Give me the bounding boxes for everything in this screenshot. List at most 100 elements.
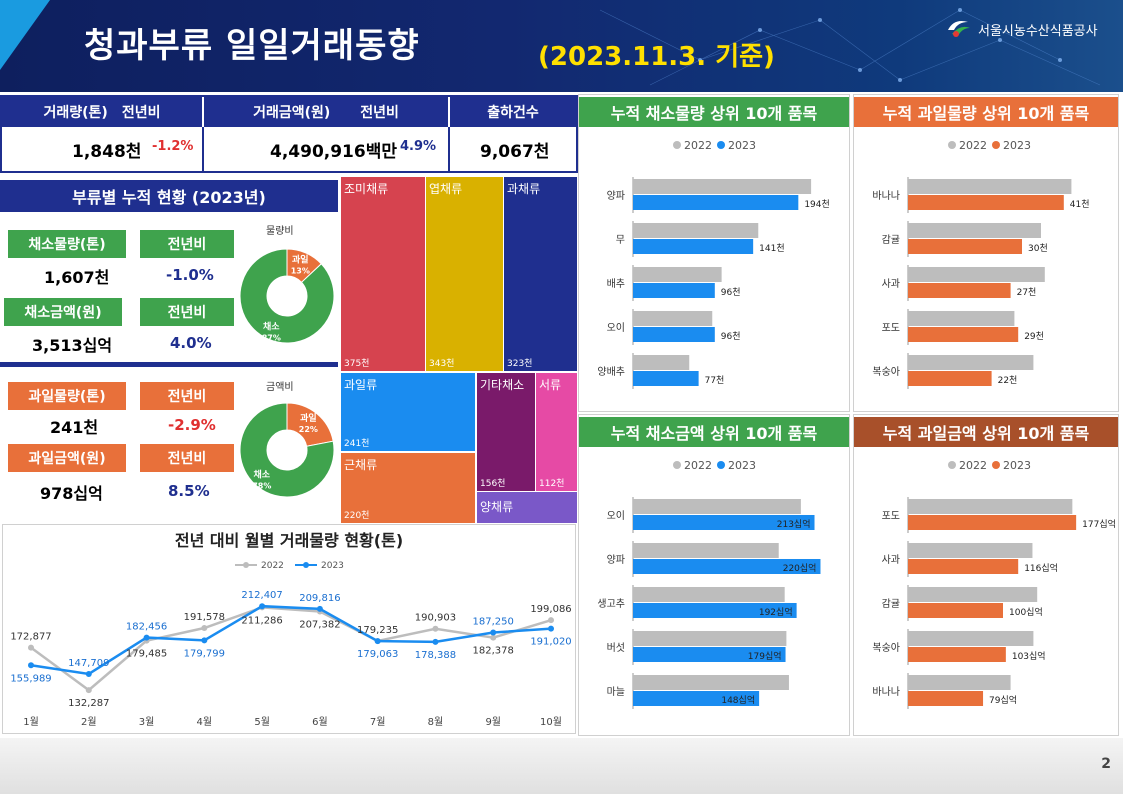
line-label-2023-2: 147,709 bbox=[68, 658, 109, 669]
veg-amount-value-label-3: 192십억 bbox=[759, 606, 793, 618]
line-label-2022-5: 211,286 bbox=[241, 615, 282, 626]
treemap-cell-3: 과채류 323천 bbox=[504, 177, 577, 371]
treemap-value-4: 241천 bbox=[344, 439, 370, 449]
volume-yoy-label: 전년비 bbox=[121, 105, 161, 121]
veg-amount-value-label-4: 179십억 bbox=[748, 650, 782, 662]
fruit-amount-value-label-2: 116십억 bbox=[1024, 562, 1058, 574]
veg-volume-legend-marker-2023 bbox=[717, 141, 725, 149]
amount-yoy: 4.9% bbox=[400, 139, 437, 154]
line-point-2023-5 bbox=[259, 603, 266, 610]
line-point-2023-10 bbox=[548, 625, 554, 632]
fruit-volume-legend-label-2023: 2023 bbox=[1003, 139, 1031, 152]
veg-amount-value: 3,513십억 bbox=[32, 336, 113, 355]
line-point-2023-9 bbox=[490, 629, 497, 636]
fruit-volume-bar-2022-2 bbox=[908, 223, 1041, 238]
category-divider bbox=[0, 362, 338, 367]
veg-volume-yoy-label: 전년비 bbox=[140, 230, 234, 258]
fruit-volume-value-label-5: 22천 bbox=[998, 375, 1018, 386]
amount-label: 거래금액(원) bbox=[253, 105, 331, 121]
fruit-amount-category-5: 바나나 bbox=[872, 686, 900, 698]
line-label-2022-9: 182,378 bbox=[473, 646, 514, 657]
veg-volume-value-label-3: 96천 bbox=[721, 287, 741, 298]
line-point-2023-4 bbox=[201, 637, 208, 644]
veg-volume-bar-2023-3 bbox=[633, 283, 715, 298]
treemap-label-2: 엽채류 bbox=[429, 182, 463, 196]
fruit-amount-bar-2022-2 bbox=[908, 543, 1033, 558]
org-name: 서울시농수산식품공사 bbox=[978, 24, 1098, 39]
fruit-volume-yoy-label: 전년비 bbox=[140, 382, 234, 410]
line-legend-label-2022: 2022 bbox=[261, 561, 284, 571]
fruit-volume-bar-2023-1 bbox=[908, 195, 1064, 210]
treemap-cell-5: 근채류 220천 bbox=[341, 453, 475, 523]
donut-amount-slice-label-1: 22% bbox=[299, 425, 318, 434]
veg-amount-category-1: 오이 bbox=[607, 510, 625, 522]
fruit-amount-label: 과일금액(원) bbox=[8, 444, 126, 472]
line-label-2022-1: 172,877 bbox=[10, 632, 51, 643]
fruit-volume-value-label-4: 29천 bbox=[1024, 331, 1044, 342]
fruit-volume-bar-2023-5 bbox=[908, 371, 992, 386]
treemap-value-7: 112천 bbox=[539, 479, 565, 489]
treemap-cell-1: 조미채류 375천 bbox=[341, 177, 425, 371]
veg-amount-category-4: 버섯 bbox=[607, 642, 625, 654]
fruit-amount-value: 978십억 bbox=[40, 484, 103, 503]
veg-amount-bar-2023-4 bbox=[633, 647, 786, 662]
count-header: 출하건수 bbox=[450, 97, 576, 127]
line-point-2022-10 bbox=[548, 617, 554, 624]
veg-volume-yoy: -1.0% bbox=[166, 266, 214, 284]
line-label-2022-2: 132,287 bbox=[68, 698, 109, 709]
fruit-volume-bar-2023-2 bbox=[908, 239, 1022, 254]
org-logo-icon bbox=[948, 21, 970, 37]
treemap-cell-7: 서류 112천 bbox=[536, 373, 577, 491]
veg-volume-bar-2023-5 bbox=[633, 371, 699, 386]
fruit-volume-bar-2022-5 bbox=[908, 355, 1034, 370]
donut-amount-slice-name-1: 과일 bbox=[300, 412, 317, 424]
line-x-tick-6: 6월 bbox=[312, 716, 328, 728]
veg-volume-title: 누적 채소물량 상위 10개 품목 bbox=[579, 97, 849, 127]
veg-volume-value-label-1: 194천 bbox=[804, 199, 829, 210]
fruit-amount-bar-2023-5 bbox=[908, 691, 984, 706]
fruit-volume-bar-2023-3 bbox=[908, 283, 1011, 298]
line-chart-title: 전년 대비 월별 거래물량 현황(톤) bbox=[174, 531, 404, 550]
veg-amount-bar-2022-1 bbox=[633, 499, 801, 514]
veg-amount-bar-2022-5 bbox=[633, 675, 789, 690]
category-panel: 부류별 누적 현황 (2023년) 채소물량(톤) 전년비 1,607천 -1.… bbox=[0, 178, 340, 522]
line-label-2022-6: 207,382 bbox=[299, 619, 340, 630]
monthly-line-panel: 전년 대비 월별 거래물량 현황(톤) 2022 2023 172,877 132,2… bbox=[2, 524, 576, 734]
fruit-volume-category-3: 사과 bbox=[882, 278, 900, 290]
page-number: 2 bbox=[1101, 756, 1111, 772]
veg-volume-category-2: 무 bbox=[616, 235, 625, 246]
line-point-2023-2 bbox=[85, 670, 92, 677]
header-banner: 청과부류 일일거래동향 (2023.11.3. 기준) 서울시농수산식품공사 bbox=[0, 0, 1123, 92]
veg-volume-category-3: 배추 bbox=[607, 278, 625, 290]
veg-volume-panel: 누적 채소물량 상위 10개 품목 2022 2023 양파 194천 무 141천 배추 9… bbox=[578, 94, 850, 412]
line-label-2022-3: 179,485 bbox=[126, 649, 167, 660]
volume-yoy: -1.2% bbox=[152, 139, 194, 154]
veg-amount-legend-label-2023: 2023 bbox=[728, 459, 756, 472]
veg-volume-label: 채소물량(톤) bbox=[8, 230, 126, 258]
count-value: 9,067천 bbox=[480, 142, 550, 162]
fruit-amount-bar-2022-5 bbox=[908, 675, 1011, 690]
fruit-amount-bar-2023-4 bbox=[908, 647, 1006, 662]
line-label-2023-10: 191,020 bbox=[530, 637, 571, 648]
treemap-cell-4: 과일류 241천 bbox=[341, 373, 475, 451]
line-legend-marker-2022 bbox=[243, 562, 249, 568]
donut-amount-slice-2 bbox=[239, 402, 335, 498]
fruit-volume-value-label-2: 30천 bbox=[1028, 243, 1048, 254]
fruit-amount-category-3: 감귤 bbox=[882, 598, 900, 610]
fruit-amount-bar-2022-4 bbox=[908, 631, 1034, 646]
corner-accent bbox=[0, 0, 50, 70]
treemap-label-8: 양채류 bbox=[480, 500, 514, 514]
veg-volume-bar-2022-1 bbox=[633, 179, 812, 194]
fruit-volume-bar-2022-4 bbox=[908, 311, 1015, 326]
treemap-label-4: 과일류 bbox=[344, 378, 378, 392]
line-point-2022-4 bbox=[201, 625, 208, 632]
fruit-volume-value: 241천 bbox=[50, 418, 99, 437]
veg-volume-bar-2022-3 bbox=[633, 267, 722, 282]
veg-amount-legend-marker-2022 bbox=[673, 461, 681, 469]
veg-volume-bar-2022-5 bbox=[633, 355, 690, 370]
monthly-line-chart: 2022 2023 172,877 132,287 179,485 191,578 211,… bbox=[10, 561, 571, 728]
treemap-label-5: 근채류 bbox=[344, 458, 378, 472]
fruit-amount-value-label-3: 100십억 bbox=[1009, 606, 1043, 618]
amount-yoy-label: 전년비 bbox=[360, 105, 399, 121]
